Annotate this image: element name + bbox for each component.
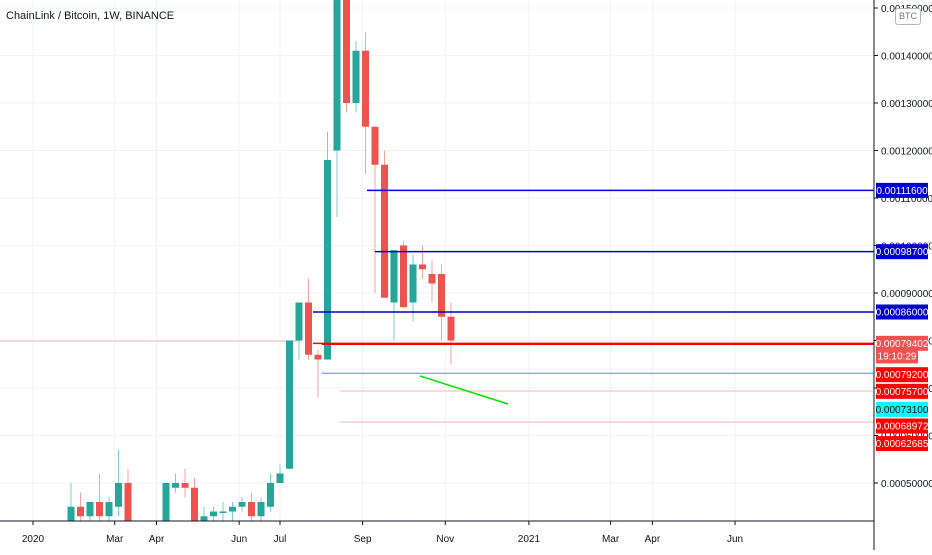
price-tag-label: 0.00079200 <box>876 370 929 381</box>
y-tick-label: 0.00140000 <box>881 52 932 63</box>
candle-body <box>428 274 436 284</box>
price-tag-bg <box>876 244 928 260</box>
currency-badge[interactable]: BTC <box>895 8 921 25</box>
candle-body <box>229 506 236 512</box>
symbol-header: ChainLink / Bitcoin, 1W, BINANCE <box>6 10 175 22</box>
candle-body <box>200 516 208 521</box>
price-tag-label: 0.00073100 <box>876 405 929 416</box>
candle-body <box>181 483 189 488</box>
price-tag-label: 19:10:29 <box>878 351 917 362</box>
x-tick-label: Mar <box>106 534 124 545</box>
price-tag-label: 0.00062685 <box>876 439 929 450</box>
candle-body <box>419 264 426 270</box>
x-axis-labels: 2020 Mar Apr Jun Jul Sep Nov 2021 Mar Apr Jun <box>22 521 743 545</box>
candle-body <box>438 274 445 317</box>
candle-body <box>105 502 113 517</box>
candle-body <box>86 502 94 517</box>
candle-body <box>362 50 369 127</box>
x-tick-label: 2021 <box>518 534 541 545</box>
candles <box>67 0 455 521</box>
candle-body <box>257 502 265 517</box>
price-tag-bg <box>876 401 928 417</box>
candle-body <box>172 483 179 488</box>
x-tick-label: Jun <box>231 534 247 545</box>
trendline <box>419 375 509 405</box>
candle-body <box>238 502 246 507</box>
price-tag-label: 0.00098700 <box>876 247 929 258</box>
price-tag-label: 0.00075700 <box>876 387 929 398</box>
candle-body <box>371 126 379 165</box>
x-tick-label: Apr <box>149 534 165 545</box>
y-tick-label: 0.00110000 <box>881 194 932 205</box>
candle-body <box>162 483 170 521</box>
candle-body <box>67 506 75 521</box>
x-tick-label: Mar <box>602 534 620 545</box>
candle-body <box>400 245 407 308</box>
x-tick-label: Nov <box>436 534 454 545</box>
price-tag-label: 0.00068972 <box>876 422 929 433</box>
candle-body <box>210 511 217 517</box>
x-tick-label: Apr <box>645 534 661 545</box>
candle-body <box>305 302 312 355</box>
candle-body <box>381 164 388 298</box>
y-tick-label: 0.00090000 <box>881 289 932 300</box>
axes <box>0 0 875 550</box>
faint-level-lines <box>0 340 874 423</box>
candle-body <box>191 487 198 521</box>
candle-body <box>267 483 274 507</box>
x-tick-label: 2020 <box>22 534 45 545</box>
price-tag-label: 0.00079402 <box>876 339 929 350</box>
y-tick-label: 0.00050000 <box>881 479 932 490</box>
candle-body <box>343 0 350 103</box>
price-tag-label: 0.00086000 <box>876 308 929 319</box>
candle-body <box>409 264 417 303</box>
price-tag-bg <box>876 182 928 198</box>
candle-body <box>352 50 360 103</box>
candle-body <box>77 506 84 517</box>
candle-body <box>286 340 293 469</box>
candle-body <box>219 511 227 513</box>
level-lines <box>313 189 874 374</box>
x-tick-label: Jun <box>727 534 743 545</box>
candle-body <box>390 250 398 303</box>
x-tick-label: Jul <box>274 534 287 545</box>
candle-body <box>324 160 331 360</box>
price-tag-bg <box>876 304 928 320</box>
candle-body <box>248 502 255 517</box>
price-tag-bg <box>876 418 928 434</box>
candle-body <box>96 502 103 517</box>
candle-body <box>447 316 455 341</box>
price-tag-bg <box>876 348 918 364</box>
candle-body <box>124 483 132 521</box>
price-tag-label: 0.00111600 <box>876 186 928 197</box>
y-tick-label: 0.00130000 <box>881 99 932 110</box>
grid <box>0 0 874 521</box>
price-tag-bg <box>876 367 928 383</box>
candle-body <box>333 0 341 151</box>
price-tags: 0.00111600 0.00098700 0.00086000 0.00079402… <box>876 182 929 452</box>
candle-body <box>115 483 122 507</box>
y-tick-label: 0.00120000 <box>881 147 932 158</box>
price-tag-bg <box>876 383 928 399</box>
price-tag-bg <box>876 335 928 351</box>
price-tag-bg <box>876 436 928 452</box>
x-tick-label: Sep <box>354 534 372 545</box>
candle-body <box>295 302 303 341</box>
candle-body <box>276 473 284 483</box>
candle-body <box>314 354 322 360</box>
trendline[interactable] <box>419 375 509 405</box>
